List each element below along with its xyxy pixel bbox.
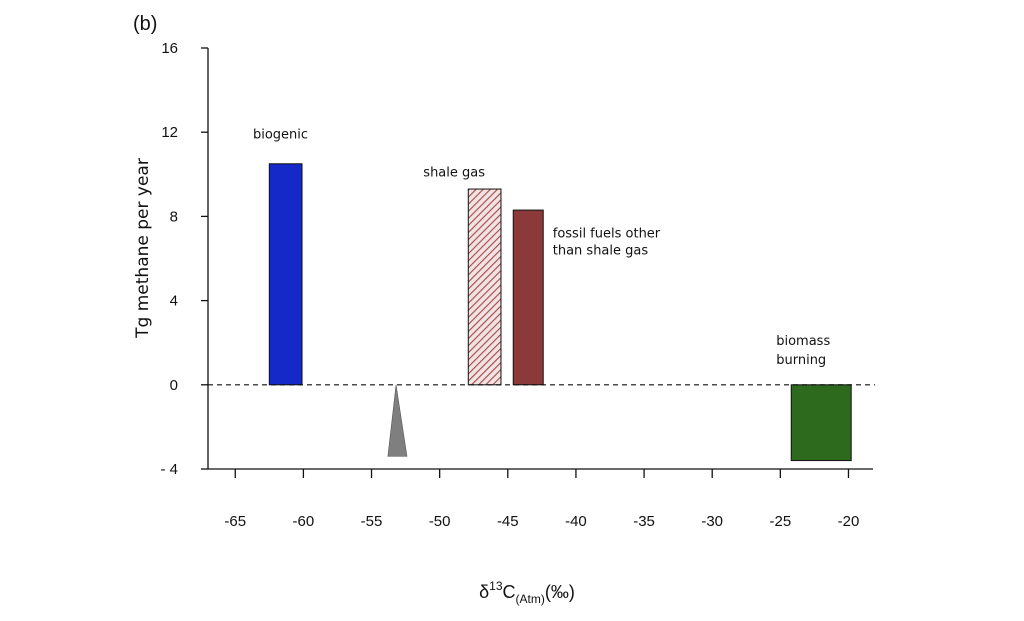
triangle-layer	[387, 384, 408, 457]
y-tick-label-2: 8	[170, 208, 178, 225]
x-label-superscript: 13	[489, 579, 503, 593]
x-label-unit: (‰)	[545, 582, 575, 602]
x-tick-label-3: -50	[429, 513, 451, 530]
x-tick-label-1: -60	[293, 513, 315, 530]
x-label-element: C	[503, 582, 516, 602]
x-tick-label-9: -20	[838, 513, 860, 530]
x-tick-label-6: -35	[633, 513, 655, 530]
y-tick-label-3: 4	[170, 293, 178, 310]
y-axis-label: Tg methane per year	[133, 158, 153, 339]
annotation-4: biomass	[776, 334, 830, 349]
bar-0	[268, 163, 303, 386]
bar-3	[790, 384, 852, 462]
y-tick-label-5: - 4	[160, 461, 178, 478]
x-axis-label: δ13C(Atm)(‰)	[479, 579, 575, 606]
x-label-subscript: (Atm)	[516, 592, 545, 606]
annotation-1: shale gas	[423, 165, 485, 180]
x-tick-label-7: -30	[701, 513, 723, 530]
annotations: biogenic shale gas fossil fuels other than …	[253, 128, 830, 368]
x-tick-label-5: -40	[565, 513, 587, 530]
bars-layer	[268, 163, 852, 462]
x-label-delta: δ	[479, 582, 489, 602]
bar-1	[467, 188, 502, 386]
y-tick-label-0: 16	[161, 40, 178, 57]
x-tick-label-0: -65	[224, 513, 246, 530]
annotation-5: burning	[776, 353, 826, 368]
y-tick-label-1: 12	[161, 124, 178, 141]
triangle-marker	[387, 384, 408, 457]
panel-label: (b)	[133, 13, 157, 35]
x-tick-label-4: -45	[497, 513, 519, 530]
annotation-0: biogenic	[253, 128, 308, 143]
bar-2	[512, 209, 544, 386]
y-ticks: 16 12 8 4 0 - 4	[160, 40, 208, 478]
x-tick-label-8: -25	[769, 513, 791, 530]
annotation-3: than shale gas	[553, 243, 649, 258]
annotation-2: fossil fuels other	[553, 226, 661, 241]
x-tick-label-2: -55	[361, 513, 383, 530]
x-ticks: -65 -60 -55 -50 -45 -40 -35 -30 -25 -20	[224, 469, 859, 530]
y-tick-label-4: 0	[170, 377, 178, 394]
